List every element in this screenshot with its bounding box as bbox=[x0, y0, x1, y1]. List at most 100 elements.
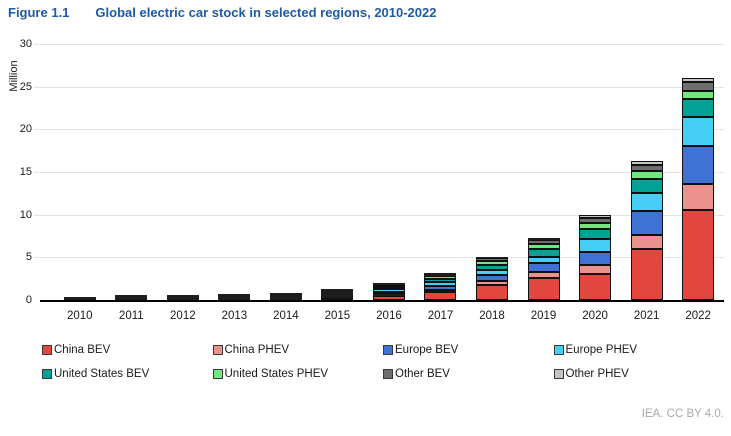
segment-europe-phev bbox=[682, 116, 715, 147]
legend: China BEV China PHEV Europe BEV Europe PHEV… bbox=[42, 344, 724, 380]
segment-europe-phev bbox=[372, 289, 405, 292]
segment-other-phev bbox=[579, 215, 612, 218]
segment-china-phev bbox=[115, 298, 148, 300]
segment-other-phev bbox=[321, 289, 354, 290]
segment-europe-phev bbox=[579, 239, 612, 252]
bar-2022 bbox=[682, 78, 715, 300]
bar-slot-2020 bbox=[569, 44, 621, 300]
y-tick-label-5: 5 bbox=[25, 251, 32, 264]
x-tick-label-2021: 2021 bbox=[633, 310, 660, 322]
segment-china-bev bbox=[63, 299, 96, 300]
legend-swatch bbox=[383, 369, 393, 379]
segment-china-phev bbox=[579, 265, 612, 274]
legend-label: China BEV bbox=[54, 344, 111, 356]
bar-2016 bbox=[372, 282, 405, 300]
segment-europe-bev bbox=[579, 251, 612, 266]
legend-swatch bbox=[212, 369, 223, 379]
figure-header: Figure 1.1 Global electric car stock in … bbox=[8, 5, 436, 20]
segment-europe-bev bbox=[630, 211, 663, 236]
legend-item-china-phev: China PHEV bbox=[212, 344, 384, 356]
segment-united-states-phev bbox=[579, 223, 612, 229]
gridline-25 bbox=[34, 86, 724, 88]
bar-2014 bbox=[269, 293, 302, 300]
segment-other-bev bbox=[269, 293, 302, 295]
bar-slot-2018 bbox=[466, 44, 518, 300]
segment-other-phev bbox=[269, 293, 302, 294]
segment-china-phev bbox=[321, 297, 354, 298]
y-tick-label-15: 15 bbox=[19, 166, 32, 178]
x-tick-label-2019: 2019 bbox=[530, 310, 557, 322]
segment-europe-phev bbox=[527, 256, 560, 264]
segment-united-states-bev bbox=[63, 297, 96, 299]
segment-china-phev bbox=[630, 235, 663, 249]
segment-united-states-bev bbox=[321, 292, 354, 295]
x-tick-label-2022: 2022 bbox=[685, 310, 711, 322]
segment-other-phev bbox=[166, 294, 199, 296]
segment-united-states-bev bbox=[424, 279, 457, 283]
y-tick-label-0: 0 bbox=[25, 294, 32, 306]
segment-other-phev bbox=[424, 273, 457, 275]
bar-slot-2012 bbox=[157, 44, 209, 300]
segment-other-phev bbox=[115, 294, 148, 296]
bar-slot-2013 bbox=[209, 44, 261, 300]
segment-other-phev bbox=[218, 294, 251, 296]
segment-united-states-phev bbox=[424, 276, 457, 280]
segment-other-phev bbox=[630, 160, 663, 165]
bar-2011 bbox=[115, 294, 148, 300]
bar-2017 bbox=[424, 273, 457, 300]
segment-china-phev bbox=[166, 298, 199, 300]
legend-swatch bbox=[42, 345, 52, 355]
plot-area: 0 5 10 15 20 25 30 bbox=[20, 38, 724, 306]
figure-title: Global electric car stock in selected re… bbox=[95, 5, 437, 20]
segment-united-states-bev bbox=[218, 296, 251, 298]
segment-europe-phev bbox=[630, 192, 663, 212]
segment-united-states-phev bbox=[372, 284, 405, 287]
segment-china-phev bbox=[424, 289, 457, 292]
bar-2015 bbox=[321, 289, 354, 300]
legend-swatch bbox=[553, 369, 564, 379]
legend-label: Europe PHEV bbox=[565, 344, 638, 356]
segment-united-states-phev bbox=[527, 244, 560, 250]
segment-europe-bev bbox=[321, 295, 354, 298]
bar-2020 bbox=[579, 215, 612, 300]
segment-other-bev bbox=[218, 295, 251, 296]
y-tick-label-30: 30 bbox=[19, 38, 32, 50]
segment-europe-bev bbox=[218, 297, 251, 299]
segment-europe-bev bbox=[269, 297, 302, 299]
segment-other-bev bbox=[321, 289, 354, 291]
bar-2013 bbox=[218, 294, 251, 300]
segment-europe-bev bbox=[476, 275, 509, 281]
segment-china-bev bbox=[682, 210, 715, 300]
segment-china-phev bbox=[218, 298, 251, 300]
bars bbox=[40, 44, 724, 300]
segment-united-states-bev bbox=[269, 295, 302, 297]
segment-china-phev bbox=[372, 294, 405, 296]
segment-united-states-phev bbox=[63, 297, 96, 298]
bar-slot-2015 bbox=[312, 44, 364, 300]
segment-china-phev bbox=[527, 271, 560, 278]
segment-united-states-phev bbox=[166, 295, 199, 297]
segment-other-phev bbox=[682, 78, 715, 83]
segment-other-bev bbox=[630, 164, 663, 172]
segment-china-bev bbox=[321, 298, 354, 300]
segment-europe-bev bbox=[166, 297, 199, 299]
segment-europe-bev bbox=[115, 297, 148, 299]
x-tick-label-2013: 2013 bbox=[221, 310, 248, 322]
legend-label: Other PHEV bbox=[565, 368, 629, 380]
legend-item-united-states-bev: United States BEV bbox=[42, 368, 213, 380]
legend-item-europe-bev: Europe BEV bbox=[383, 344, 554, 356]
segment-europe-bev bbox=[372, 292, 405, 295]
legend-item-other-bev: Other BEV bbox=[383, 368, 554, 380]
segment-china-bev bbox=[424, 291, 457, 300]
y-tick-label-20: 20 bbox=[19, 123, 32, 136]
bar-2018 bbox=[476, 256, 509, 300]
segment-china-bev bbox=[166, 299, 199, 300]
segment-other-phev bbox=[476, 256, 509, 258]
segment-united-states-phev bbox=[682, 90, 715, 100]
segment-europe-phev bbox=[115, 297, 148, 298]
segment-united-states-bev bbox=[115, 296, 148, 298]
x-tick-label-2010: 2010 bbox=[66, 310, 93, 322]
legend-swatch bbox=[553, 345, 564, 355]
source-credit: IEA. CC BY 4.0. bbox=[641, 408, 724, 420]
